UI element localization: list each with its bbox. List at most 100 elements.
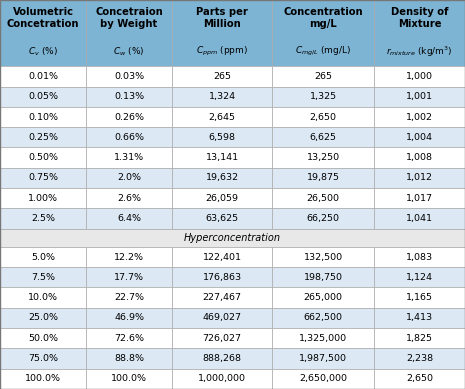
Bar (86, 147, 172, 168)
Text: 662,500: 662,500 (304, 314, 343, 322)
Bar (86, 0, 172, 66)
Text: 1,002: 1,002 (406, 112, 433, 121)
Bar (86, 209, 172, 229)
Text: 726,027: 726,027 (203, 334, 241, 343)
Bar (272, 209, 374, 229)
Bar (272, 188, 374, 209)
Text: $C_v$ (%): $C_v$ (%) (28, 45, 58, 58)
Text: 88.8%: 88.8% (114, 354, 144, 363)
Bar (172, 247, 272, 267)
Bar (374, 267, 465, 287)
Bar (0, 0, 86, 66)
Bar (86, 349, 172, 369)
Text: 1,124: 1,124 (406, 273, 433, 282)
Bar (0, 267, 86, 287)
Bar (172, 127, 272, 147)
Text: 0.26%: 0.26% (114, 112, 144, 121)
Text: 1,000: 1,000 (406, 72, 433, 81)
Bar (172, 66, 272, 87)
Text: 0.25%: 0.25% (28, 133, 58, 142)
Text: 0.50%: 0.50% (28, 153, 58, 162)
Text: 1,165: 1,165 (406, 293, 433, 302)
Text: Concentration
mg/L: Concentration mg/L (283, 7, 363, 30)
Bar (0, 349, 86, 369)
Text: $C_{mg/L}$ (mg/L): $C_{mg/L}$ (mg/L) (295, 45, 351, 58)
Bar (272, 147, 374, 168)
Bar (86, 308, 172, 328)
Bar (172, 0, 272, 66)
Bar (272, 168, 374, 188)
Text: 265,000: 265,000 (304, 293, 343, 302)
Bar (0, 328, 86, 349)
Bar (272, 66, 374, 87)
Bar (374, 328, 465, 349)
Bar (172, 369, 272, 389)
Bar (0, 369, 86, 389)
Text: 7.5%: 7.5% (31, 273, 55, 282)
Text: Density of
Mixture: Density of Mixture (391, 7, 448, 30)
Text: 122,401: 122,401 (203, 252, 241, 261)
Bar (86, 247, 172, 267)
Bar (272, 308, 374, 328)
Text: 5.0%: 5.0% (31, 252, 55, 261)
Bar (272, 267, 374, 287)
Bar (374, 188, 465, 209)
Bar (86, 66, 172, 87)
Text: 19,875: 19,875 (307, 173, 339, 182)
Text: 198,750: 198,750 (304, 273, 343, 282)
Bar (172, 147, 272, 168)
Text: 1,325: 1,325 (310, 92, 337, 101)
Text: 1,000,000: 1,000,000 (198, 374, 246, 383)
Text: 26,059: 26,059 (206, 194, 239, 203)
Text: 1,825: 1,825 (406, 334, 433, 343)
Bar (374, 369, 465, 389)
Bar (272, 328, 374, 349)
Text: 13,141: 13,141 (206, 153, 239, 162)
Bar (374, 168, 465, 188)
Text: 1.31%: 1.31% (114, 153, 144, 162)
Text: 1,008: 1,008 (406, 153, 433, 162)
Bar (172, 107, 272, 127)
Text: 100.0%: 100.0% (25, 374, 61, 383)
Text: 72.6%: 72.6% (114, 334, 144, 343)
Bar (374, 127, 465, 147)
Bar (172, 87, 272, 107)
Text: 2.5%: 2.5% (31, 214, 55, 223)
Bar (374, 247, 465, 267)
Bar (86, 127, 172, 147)
Text: 0.13%: 0.13% (114, 92, 144, 101)
Text: 1,012: 1,012 (406, 173, 433, 182)
Text: 6,625: 6,625 (310, 133, 337, 142)
Text: 22.7%: 22.7% (114, 293, 144, 302)
Text: 12.2%: 12.2% (114, 252, 144, 261)
Text: 0.75%: 0.75% (28, 173, 58, 182)
Text: 100.0%: 100.0% (111, 374, 147, 383)
Text: 2.6%: 2.6% (117, 194, 141, 203)
Text: Parts per
Million: Parts per Million (196, 7, 248, 30)
Text: 227,467: 227,467 (203, 293, 241, 302)
Bar (0, 147, 86, 168)
Text: 1,325,000: 1,325,000 (299, 334, 347, 343)
Text: Concetraion
by Weight: Concetraion by Weight (95, 7, 163, 30)
Text: 2.0%: 2.0% (117, 173, 141, 182)
Bar (0, 229, 465, 247)
Text: 50.0%: 50.0% (28, 334, 58, 343)
Text: 2,650: 2,650 (406, 374, 433, 383)
Text: 1,017: 1,017 (406, 194, 433, 203)
Text: 469,027: 469,027 (203, 314, 241, 322)
Text: 888,268: 888,268 (203, 354, 241, 363)
Text: 265: 265 (314, 72, 332, 81)
Bar (0, 107, 86, 127)
Text: 0.66%: 0.66% (114, 133, 144, 142)
Bar (172, 188, 272, 209)
Text: Hyperconcentration: Hyperconcentration (184, 233, 281, 243)
Text: 1.00%: 1.00% (28, 194, 58, 203)
Bar (172, 209, 272, 229)
Bar (272, 287, 374, 308)
Text: 26,500: 26,500 (307, 194, 339, 203)
Bar (86, 107, 172, 127)
Text: 6,598: 6,598 (208, 133, 236, 142)
Text: 265: 265 (213, 72, 231, 81)
Text: 0.03%: 0.03% (114, 72, 144, 81)
Text: 2,650: 2,650 (310, 112, 337, 121)
